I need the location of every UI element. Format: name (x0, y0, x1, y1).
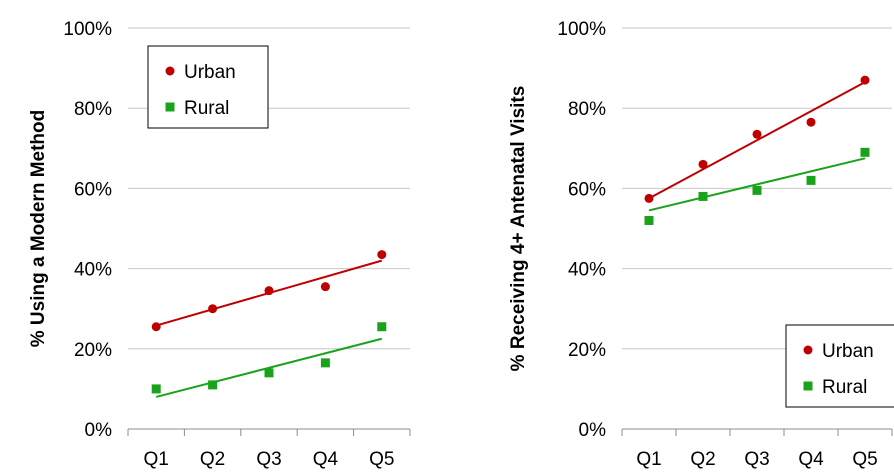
x-tick-label: Q1 (636, 449, 661, 470)
legend-marker (803, 345, 813, 355)
trendline (155, 337, 383, 398)
data-point (752, 185, 762, 195)
legend-label: Rural (822, 377, 867, 398)
data-point (151, 322, 161, 332)
y-tick-label: 20% (74, 340, 112, 361)
y-tick-label: 40% (74, 260, 112, 281)
data-point (264, 286, 274, 296)
data-point (806, 117, 816, 127)
legend-label: Urban (184, 62, 236, 83)
data-point (860, 75, 870, 85)
legend-marker (165, 102, 175, 112)
data-point (377, 250, 387, 260)
legend-label: Urban (822, 341, 874, 362)
series-rural (151, 322, 387, 398)
y-axis-label: % Receiving 4+ Antenatal Visits (508, 86, 529, 372)
y-tick-label: 0% (85, 420, 113, 441)
y-tick-label: 60% (74, 179, 112, 200)
data-point (208, 304, 218, 314)
data-point (806, 175, 816, 185)
y-axis-label: % Using a Modern Method (28, 110, 49, 348)
trendline (648, 81, 866, 200)
legend-label: Rural (184, 98, 229, 119)
chart-antenatal-visits: 0% 20% 40% 60% 80% 100% Q1 Q2 Q3 Q4 Q5 % Receiving … (508, 19, 894, 470)
y-tick-label: 60% (568, 179, 606, 200)
chart-modern-method: 0% 20% 40% 60% 80% 100% Q1 Q2 Q3 Q4 Q5 % Using a Mo… (28, 19, 411, 470)
x-tick-label: Q5 (369, 449, 394, 470)
data-point (151, 384, 161, 394)
legend-marker (803, 381, 813, 391)
legend-box (785, 324, 894, 408)
x-tick-label: Q4 (798, 449, 824, 470)
legend-marker (165, 66, 175, 76)
data-point (264, 368, 274, 378)
y-tick-label: 20% (568, 340, 606, 361)
data-point (644, 193, 654, 203)
legend: Urban Rural (785, 324, 894, 408)
data-point (208, 380, 218, 390)
data-point (320, 282, 330, 292)
series-urban (644, 75, 870, 203)
data-point (377, 322, 387, 332)
data-point (698, 159, 708, 169)
y-tick-label: 0% (579, 420, 607, 441)
y-tick-label: 100% (557, 19, 606, 40)
x-tick-label: Q3 (744, 449, 769, 470)
trendline (648, 157, 866, 212)
series-rural (644, 147, 870, 225)
x-tick-label: Q1 (144, 449, 169, 470)
x-tick-label: Q3 (256, 449, 281, 470)
x-tick-label: Q2 (690, 449, 715, 470)
x-tick-label: Q2 (200, 449, 225, 470)
data-point (320, 358, 330, 368)
data-point (860, 147, 870, 157)
data-point (752, 129, 762, 139)
legend: Urban Rural (147, 45, 269, 129)
y-tick-label: 40% (568, 260, 606, 281)
y-tick-label: 80% (74, 99, 112, 120)
x-tick-label: Q5 (852, 449, 877, 470)
y-tick-label: 100% (63, 19, 112, 40)
data-point (698, 191, 708, 201)
x-tick-label: Q4 (313, 449, 339, 470)
data-point (644, 215, 654, 225)
series-urban (151, 250, 387, 332)
legend-box (147, 45, 269, 129)
y-tick-label: 80% (568, 99, 606, 120)
